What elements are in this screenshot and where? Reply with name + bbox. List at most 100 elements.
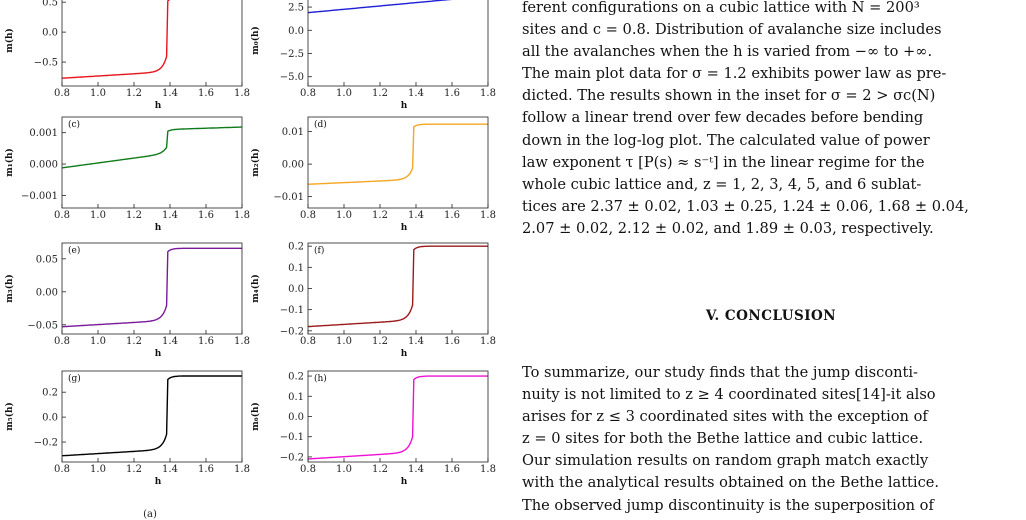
x-tick-label: 1.8 — [480, 88, 496, 99]
x-axis-label: h — [401, 349, 408, 359]
panel-label: (c) — [68, 119, 80, 130]
x-tick-label: 1.2 — [372, 336, 388, 347]
y-tick-label: 0.0 — [288, 26, 304, 37]
y-tick-label: 0.1 — [288, 263, 304, 274]
conclusion-line: arises for z ≤ 3 coordinated sites with … — [522, 408, 928, 426]
y-tick-label: 0.2 — [288, 372, 304, 383]
results-line: law exponent τ [P(s) ≈ s⁻ᵗ] in the linea… — [522, 153, 925, 171]
curve-a — [61, 0, 171, 79]
x-tick-label: 1.4 — [162, 88, 178, 99]
y-tick-label: 0.00 — [282, 160, 304, 171]
results-line: down in the log-log plot. The calculated… — [522, 131, 930, 149]
paragraph-results: ferent configurations on a cubic lattice… — [522, 0, 1020, 240]
y-tick-label: 0.1 — [288, 392, 304, 403]
x-tick-label: 1.6 — [198, 210, 214, 221]
x-tick-label: 1.0 — [336, 336, 352, 347]
axes-frame — [61, 0, 243, 87]
x-tick-label: 1.2 — [126, 464, 142, 475]
x-tick-label: 1.0 — [90, 336, 106, 347]
panel-label: (g) — [68, 373, 81, 384]
curve-b — [307, 0, 453, 14]
results-line: tices are 2.37 ± 0.02, 1.03 ± 0.25, 1.24… — [522, 197, 969, 215]
x-tick-label: 1.4 — [408, 88, 424, 99]
x-tick-label: 1.4 — [162, 336, 178, 347]
x-tick-label: 1.6 — [198, 88, 214, 99]
section-heading: V. CONCLUSION — [705, 308, 837, 324]
x-axis-label: h — [401, 477, 408, 487]
x-tick-label: 1.4 — [162, 464, 178, 475]
axes-frame — [61, 370, 243, 463]
y-tick-label: 0.05 — [36, 254, 58, 265]
x-tick-label: 1.8 — [234, 88, 250, 99]
x-axis-label: h — [401, 101, 408, 111]
panel-f: 0.2 0.1 0.0 −0.1 −0.20.8 1.0 1.2 1.4 1.6 1.8 h m₄(h… — [250, 242, 496, 359]
x-axis-label: h — [155, 477, 162, 487]
x-tick-label: 1.6 — [444, 464, 460, 475]
results-line: follow a linear trend over few decades b… — [522, 109, 924, 127]
caption-fragment: (a) — [143, 509, 157, 520]
x-tick-label: 0.8 — [54, 464, 70, 475]
y-axis-label: m₁(h) — [4, 148, 15, 177]
x-tick-label: 1.4 — [408, 464, 424, 475]
x-tick-label: 1.6 — [198, 336, 214, 347]
x-tick-label: 1.6 — [444, 88, 460, 99]
results-line: all the avalanches when the h is varied … — [522, 43, 933, 61]
x-axis-label: h — [155, 223, 162, 233]
results-line: sites and c = 0.8. Distribution of avala… — [522, 21, 942, 39]
x-tick-label: 1.6 — [444, 336, 460, 347]
panel-c: 0.001 0.000 −0.001 0.8 1.0 1.2 1.4 1.6 1.8 h m₁(h)… — [4, 116, 250, 233]
curve-c — [61, 126, 243, 169]
y-tick-label: 0.0 — [288, 284, 304, 295]
x-tick-label: 1.2 — [126, 336, 142, 347]
y-tick-label: −0.1 — [280, 305, 304, 316]
y-tick-label: 0.001 — [29, 128, 58, 139]
y-axis-label: m₂(h) — [250, 148, 261, 177]
x-tick-label: 1.8 — [480, 336, 496, 347]
x-tick-label: 0.8 — [54, 210, 70, 221]
panel-label: (e) — [68, 245, 80, 256]
x-tick-label: 1.4 — [408, 210, 424, 221]
y-tick-label: −0.001 — [21, 191, 58, 202]
curve-h — [307, 375, 488, 460]
panel-g: 0.2 0.0 −0.2 0.8 1.0 1.2 1.4 1.6 1.8 h m₅(h) (g) — [4, 370, 250, 487]
panel-h: 0.2 0.1 0.0 −0.1 −0.20.8 1.0 1.2 1.4 1.6 1.8 h m₆(h… — [250, 370, 496, 487]
x-tick-label: 1.4 — [162, 210, 178, 221]
x-tick-label: 1.4 — [408, 336, 424, 347]
x-axis-label: h — [155, 349, 162, 359]
y-tick-label: −2.5 — [280, 49, 304, 60]
conclusion-line: nuity is not limited to z ≥ 4 coordinate… — [522, 386, 936, 404]
x-tick-label: 0.8 — [300, 464, 316, 475]
results-line: 2.07 ± 0.02, 2.12 ± 0.02, and 1.89 ± 0.0… — [522, 219, 934, 237]
y-tick-label: −0.05 — [27, 320, 58, 331]
curve-f — [307, 245, 488, 328]
panel-label: (d) — [314, 119, 327, 130]
conclusion-line: To summarize, our study finds that the j… — [522, 364, 918, 381]
x-tick-label: 1.0 — [90, 88, 106, 99]
y-tick-label: 2.5 — [288, 3, 304, 14]
paragraph-conclusion: To summarize, our study finds that the j… — [522, 362, 1020, 517]
y-tick-label: 0.01 — [282, 127, 304, 138]
curve-d — [307, 123, 488, 185]
x-tick-label: 1.8 — [234, 336, 250, 347]
x-tick-label: 0.8 — [54, 336, 70, 347]
x-tick-label: 1.6 — [198, 464, 214, 475]
axes-frame — [307, 116, 489, 209]
y-tick-label: 0.00 — [36, 287, 58, 298]
panel-label: (f) — [314, 245, 324, 256]
y-tick-label: 0.5 — [42, 0, 58, 9]
y-tick-label: −5.0 — [280, 72, 304, 83]
results-line: whole cubic lattice and, z = 1, 2, 3, 4,… — [522, 175, 922, 193]
panel-a: 0.5 0.0 −0.5 0.8 1.0 1.2 1.4 1.6 1.8 h m(h) — [4, 0, 250, 111]
curve-e — [62, 247, 242, 328]
conclusion-line: Our simulation results on random graph m… — [522, 452, 929, 470]
y-tick-label: 0.0 — [42, 413, 58, 424]
x-tick-label: 1.6 — [444, 210, 460, 221]
x-tick-label: 1.8 — [234, 464, 250, 475]
axes-frame — [61, 116, 243, 209]
x-tick-label: 1.0 — [336, 464, 352, 475]
x-axis-label: h — [155, 101, 162, 111]
y-axis-label: m₆(h) — [250, 402, 261, 431]
conclusion-line: The observed jump discontinuity is the s… — [522, 496, 934, 514]
y-tick-label: 0.0 — [42, 28, 58, 39]
y-axis-label: m₄(h) — [250, 274, 261, 303]
